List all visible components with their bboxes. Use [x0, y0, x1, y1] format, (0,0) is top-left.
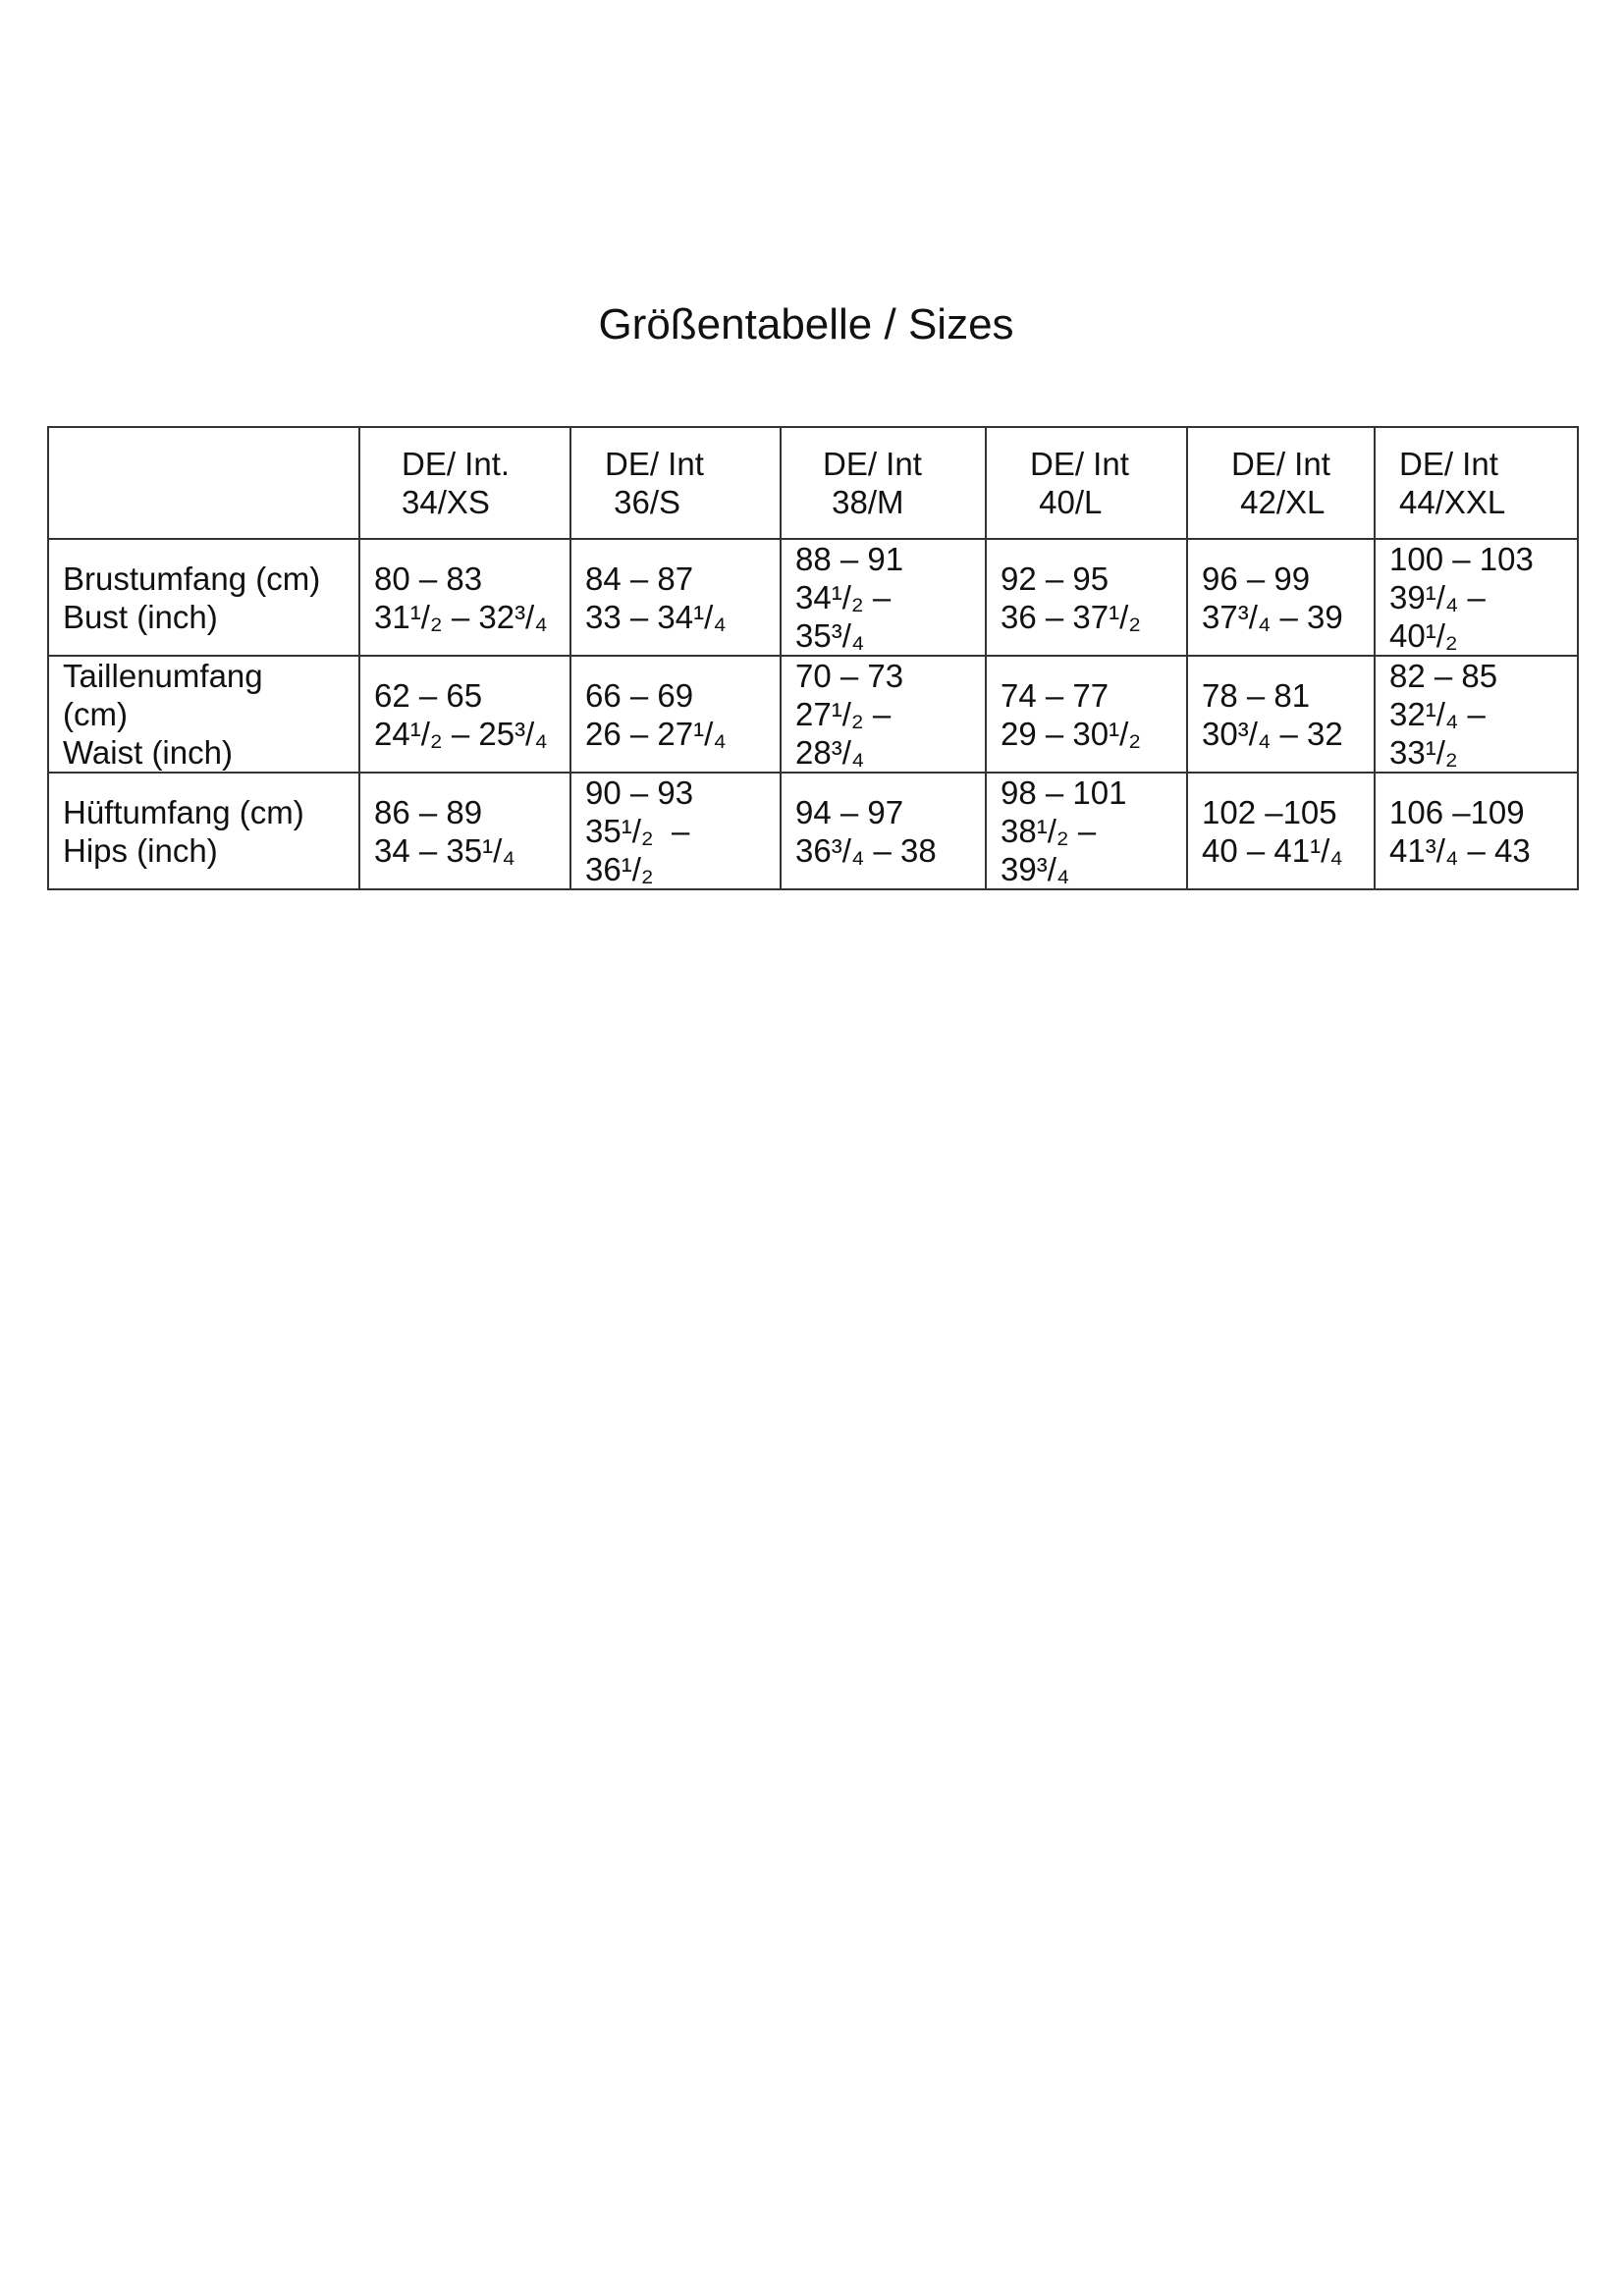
size-header-code: 40/L	[1030, 484, 1103, 520]
size-header-code: 42/XL	[1231, 484, 1326, 520]
measurement-line: 36³/₄ – 38	[795, 831, 937, 869]
measurement-line: 70 – 73	[795, 658, 904, 694]
measurement-cell: 82 – 85 32¹/₄ –33¹/₂	[1374, 655, 1579, 774]
measurement-line: 94 – 97	[795, 793, 904, 830]
size-header-line: DE/ Int	[1231, 446, 1330, 482]
measurement-cell: 66 – 69 26 – 27¹/₄	[569, 655, 782, 774]
measurement-cell: 100 – 103 39¹/₄ –40¹/₂	[1374, 538, 1579, 657]
size-table: DE/ Int. 34/XS DE/ Int 36/S DE/ Int 38/M DE/…	[47, 426, 1579, 890]
size-header-line: DE/ Int.	[402, 446, 511, 482]
row-label-cell: Taillenumfang (cm) Waist (inch)	[47, 655, 360, 774]
measurement-line: 41³/₄ – 43	[1389, 831, 1531, 869]
row-label-cell: Brustumfang (cm) Bust (inch)	[47, 538, 360, 657]
measurement-cell: 90 – 93 35¹/₂ –36¹/₂	[569, 772, 782, 890]
measurement-line: 34¹/₂ –	[795, 579, 892, 615]
size-header-code: 36/S	[605, 484, 681, 520]
measurement-line: 24¹/₂ – 25³/₄	[374, 715, 548, 752]
measurement-line: 40 – 41¹/₄	[1202, 831, 1343, 869]
measurement-cell: 74 – 77 29 – 30¹/₂	[985, 655, 1188, 774]
size-header-line: DE/ Int	[1399, 446, 1498, 482]
size-header-cell: DE/ Int 44/XXL	[1374, 426, 1579, 540]
measurement-line: 35³/₄	[795, 617, 865, 654]
size-header-line: DE/ Int	[605, 446, 704, 482]
size-header-cell: DE/ Int 40/L	[985, 426, 1188, 540]
size-header-code: 34/XS	[402, 484, 490, 520]
measurement-cell: 84 – 87 33 – 34¹/₄	[569, 538, 782, 657]
measurement-line: 96 – 99	[1202, 560, 1311, 597]
measurement-line: 33 – 34¹/₄	[585, 598, 727, 635]
table-row: Hüftumfang (cm) Hips (inch) 86 – 89 34 – 35…	[47, 772, 1579, 890]
measurement-line: 36¹/₂	[585, 851, 654, 887]
measurement-cell: 88 – 91 34¹/₂ –35³/₄	[780, 538, 987, 657]
measurement-line: 66 – 69	[585, 676, 694, 714]
measurement-line: 32¹/₄ –	[1389, 696, 1486, 732]
measurement-line: 38¹/₂ –	[1001, 813, 1097, 849]
corner-cell	[47, 426, 360, 540]
size-header-code: 44/XXL	[1399, 484, 1506, 520]
measurement-cell: 92 – 95 36 – 37¹/₂	[985, 538, 1188, 657]
measurement-line: 37³/₄ – 39	[1202, 598, 1343, 635]
measurement-line: 100 – 103	[1389, 541, 1534, 577]
size-header-line: DE/ Int	[823, 446, 922, 482]
measurement-line: 84 – 87	[585, 560, 694, 597]
measurement-line: 90 – 93	[585, 774, 694, 811]
measurement-line: 102 –105	[1202, 793, 1337, 830]
size-header-cell: DE/ Int 36/S	[569, 426, 782, 540]
row-label-line: Taillenumfang	[63, 658, 263, 694]
row-label-line: Hüftumfang (cm)	[63, 793, 304, 830]
measurement-line: 28³/₄	[795, 734, 865, 771]
measurement-line: 86 – 89	[374, 793, 483, 830]
measurement-cell: 102 –105 40 – 41¹/₄	[1186, 772, 1376, 890]
row-label-line: (cm)	[63, 696, 128, 732]
measurement-line: 34 – 35¹/₄	[374, 831, 515, 869]
measurement-line: 98 – 101	[1001, 774, 1127, 811]
row-label-line: Bust (inch)	[63, 598, 218, 635]
measurement-line: 88 – 91	[795, 541, 904, 577]
row-label-cell: Hüftumfang (cm) Hips (inch)	[47, 772, 360, 890]
table-row: Taillenumfang (cm) Waist (inch) 62 – 65 24¹/…	[47, 655, 1579, 774]
measurement-line: 78 – 81	[1202, 676, 1311, 714]
measurement-cell: 106 –109 41³/₄ – 43	[1374, 772, 1579, 890]
size-header-code: 38/M	[823, 484, 904, 520]
measurement-line: 40¹/₂	[1389, 617, 1458, 654]
measurement-cell: 70 – 73 27¹/₂ –28³/₄	[780, 655, 987, 774]
row-label-line: Waist (inch)	[63, 734, 233, 771]
measurement-cell: 96 – 99 37³/₄ – 39	[1186, 538, 1376, 657]
measurement-line: 29 – 30¹/₂	[1001, 715, 1142, 752]
size-header-cell: DE/ Int 38/M	[780, 426, 987, 540]
size-header-line: DE/ Int	[1030, 446, 1129, 482]
measurement-cell: 86 – 89 34 – 35¹/₄	[358, 772, 571, 890]
measurement-line: 30³/₄ – 32	[1202, 715, 1343, 752]
measurement-line: 26 – 27¹/₄	[585, 715, 727, 752]
measurement-cell: 62 – 65 24¹/₂ – 25³/₄	[358, 655, 571, 774]
measurement-line: 39³/₄	[1001, 851, 1070, 887]
measurement-line: 106 –109	[1389, 793, 1525, 830]
measurement-cell: 78 – 81 30³/₄ – 32	[1186, 655, 1376, 774]
measurement-cell: 98 – 101 38¹/₂ –39³/₄	[985, 772, 1188, 890]
size-header-cell: DE/ Int. 34/XS	[358, 426, 571, 540]
measurement-line: 74 – 77	[1001, 676, 1110, 714]
table-row: Brustumfang (cm) Bust (inch) 80 – 83 31¹/₂ …	[47, 538, 1579, 657]
measurement-cell: 80 – 83 31¹/₂ – 32³/₄	[358, 538, 571, 657]
measurement-line: 82 – 85	[1389, 658, 1498, 694]
row-label-line: Hips (inch)	[63, 831, 218, 869]
size-header-cell: DE/ Int 42/XL	[1186, 426, 1376, 540]
measurement-line: 80 – 83	[374, 560, 483, 597]
measurement-line: 92 – 95	[1001, 560, 1110, 597]
measurement-cell: 94 – 97 36³/₄ – 38	[780, 772, 987, 890]
measurement-line: 33¹/₂	[1389, 734, 1458, 771]
measurement-line: 62 – 65	[374, 676, 483, 714]
row-label-line: Brustumfang (cm)	[63, 560, 321, 597]
header-row: DE/ Int. 34/XS DE/ Int 36/S DE/ Int 38/M DE/…	[47, 426, 1579, 540]
measurement-line: 27¹/₂ –	[795, 696, 892, 732]
measurement-line: 31¹/₂ – 32³/₄	[374, 598, 548, 635]
measurement-line: 36 – 37¹/₂	[1001, 598, 1142, 635]
page-title: Größentabelle / Sizes	[598, 300, 1014, 348]
measurement-line: 35¹/₂ –	[585, 813, 690, 849]
measurement-line: 39¹/₄ –	[1389, 579, 1486, 615]
